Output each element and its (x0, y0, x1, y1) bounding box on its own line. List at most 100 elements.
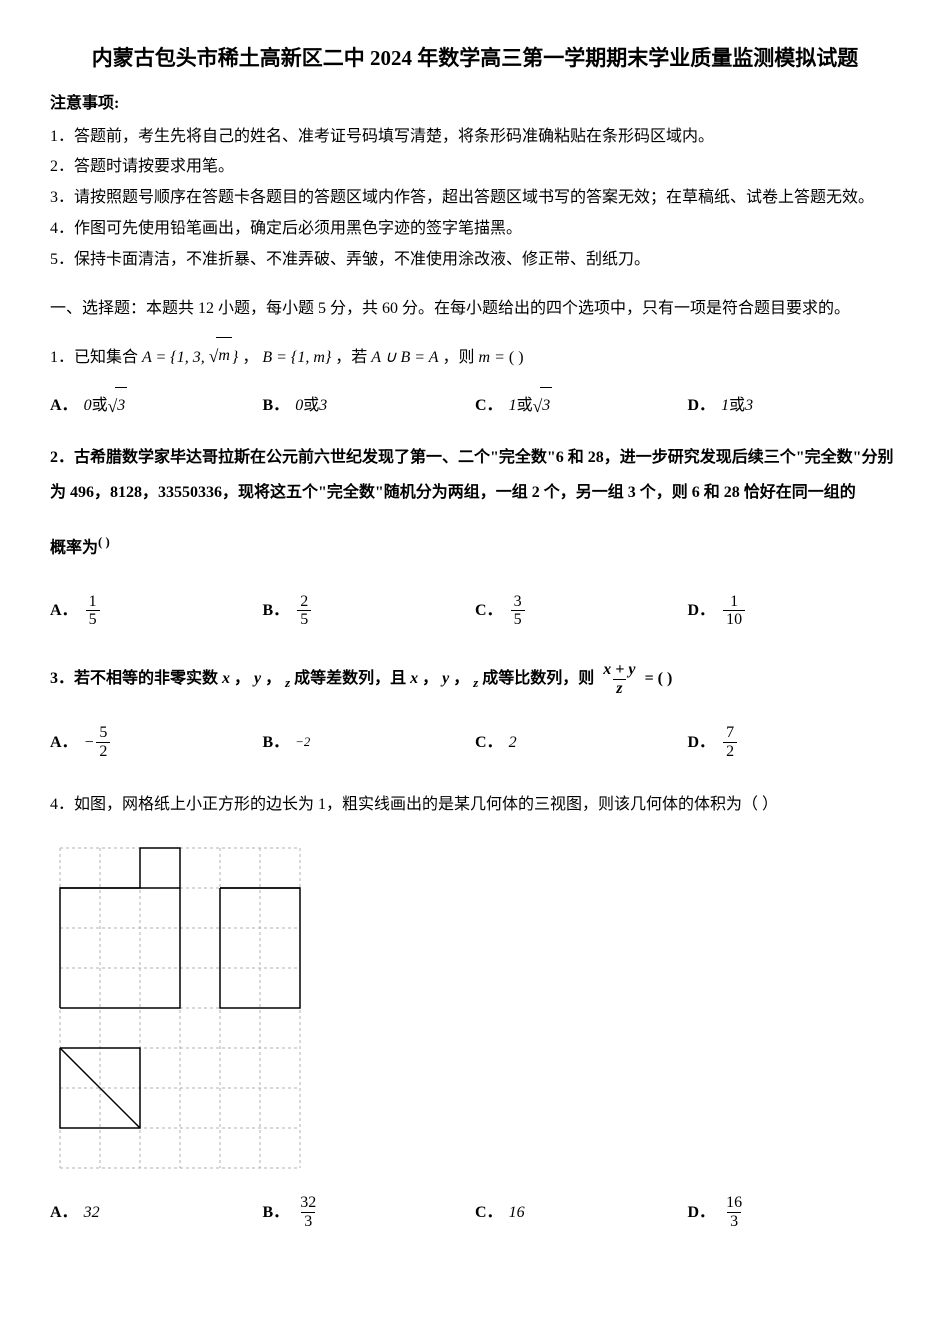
q3-c-label: C． (475, 725, 503, 760)
q1-c-or: 或 (517, 388, 533, 423)
q1-option-b: B． 0 或 3 (263, 386, 476, 426)
q4-b-label: B． (263, 1195, 290, 1230)
notice-item-5: 5．保持卡面清洁，不准折暴、不准弄破、弄皱，不准使用涂改液、修正带、刮纸刀。 (50, 246, 900, 275)
q3-mid2: 成等比数列，则 (482, 670, 598, 687)
q1-sqrt-m: m (216, 337, 232, 373)
q2-text: 2．古希腊数学家毕达哥拉斯在公元前六世纪发现了第一、二个"完全数"6 和 28，… (50, 440, 900, 510)
q4-a-label: A． (50, 1195, 78, 1230)
section-1-header: 一、选择题：本题共 12 小题，每小题 5 分，共 60 分。在每小题给出的四个… (50, 295, 900, 324)
q1-option-a: A． 0 或 √3 (50, 386, 263, 426)
q4-options: A． 32 B． 323 C． 16 D． 163 (50, 1193, 900, 1233)
q2-c-den: 5 (511, 610, 525, 629)
q3-z1: z (285, 676, 290, 690)
q3-frac-den: z (613, 679, 625, 698)
q4-option-c: C． 16 (475, 1193, 688, 1233)
q1-a-label: A． (50, 388, 78, 423)
q4-c-val: 16 (509, 1195, 525, 1230)
q1-b-v1: 0 (295, 388, 303, 423)
q4-option-d: D． 163 (688, 1193, 901, 1233)
q1-set-b: B = {1, m} (262, 349, 331, 366)
q4-d-den: 3 (727, 1212, 741, 1231)
q1-a-v2: 3 (115, 387, 127, 423)
q4-d-label: D． (688, 1195, 716, 1230)
q3-x2: x (410, 670, 418, 687)
q3-c-val: 2 (509, 725, 517, 760)
q3-z2: z (473, 676, 478, 690)
q1-sep3: ，则 (443, 349, 479, 366)
q3-s2: ， (265, 670, 281, 687)
q3-y1: y (254, 670, 261, 687)
notice-item-3: 3．请按照题号顺序在答题卡各题目的答题区域内作答，超出答题区域书写的答案无效；在… (50, 184, 900, 213)
q1-union: A ∪ B = A (371, 349, 438, 366)
q2-b-num: 2 (297, 593, 311, 611)
notice-item-2: 2．答题时请按要求用笔。 (50, 153, 900, 182)
question-3: 3．若不相等的非零实数 x ， y ， z 成等差数列，且 x ， y ， z … (50, 661, 900, 762)
question-4: 4．如图，网格纸上小正方形的边长为 1，粗实线画出的是某几何体的三视图，则该几何… (50, 787, 900, 1232)
q2-a-num: 1 (86, 593, 100, 611)
q1-m-eq: m = (479, 349, 509, 366)
q4-option-b: B． 323 (263, 1193, 476, 1233)
q3-option-d: D． 72 (688, 722, 901, 762)
q1-b-v2: 3 (319, 388, 327, 423)
q3-prefix: 3．若不相等的非零实数 (50, 670, 222, 687)
q1-sep1: ， (242, 349, 258, 366)
q2-paren: ( ) (98, 535, 110, 549)
q2-b-den: 5 (297, 610, 311, 629)
q3-options: A． − 52 B． −2 C． 2 D． 72 (50, 722, 900, 762)
q3-paren: ( ) (658, 670, 673, 687)
q2-option-d: D． 110 (688, 591, 901, 631)
q3-y2: y (442, 670, 449, 687)
q1-c-label: C． (475, 388, 503, 423)
q1-seta-right: } (232, 349, 238, 366)
q2-d-label: D． (688, 593, 716, 628)
q1-d-v2: 3 (745, 388, 753, 423)
q2-a-label: A． (50, 593, 78, 628)
q1-c-v2: 3 (540, 387, 552, 423)
q1-d-label: D． (688, 388, 716, 423)
q2-option-c: C． 35 (475, 591, 688, 631)
notice-item-1: 1．答题前，考生先将自己的姓名、准考证号码填写清楚，将条形码准确粘贴在条形码区域… (50, 123, 900, 152)
q3-option-a: A． − 52 (50, 722, 263, 762)
q3-text: 3．若不相等的非零实数 x ， y ， z 成等差数列，且 x ， y ， z … (50, 661, 900, 697)
q1-option-c: C． 1 或 √3 (475, 386, 688, 426)
q3-d-num: 7 (723, 724, 737, 742)
q1-text: 1．已知集合 A = {1, 3, √m} ， B = {1, m} ，若 A … (50, 337, 900, 376)
q4-a-val: 32 (84, 1195, 100, 1230)
q1-a-v1: 0 (84, 388, 92, 423)
q2-options: A． 15 B． 25 C． 35 D． 110 (50, 591, 900, 631)
q3-eq: = (645, 670, 658, 687)
three-view-diagram (50, 838, 310, 1178)
q4-c-label: C． (475, 1195, 503, 1230)
q4-diagram (50, 838, 900, 1178)
q1-options: A． 0 或 √3 B． 0 或 3 C． 1 或 √3 D． 1 或 3 (50, 386, 900, 426)
q1-prefix: 1．已知集合 (50, 349, 142, 366)
q3-s1: ， (234, 670, 250, 687)
q1-d-or: 或 (729, 388, 745, 423)
q3-d-label: D． (688, 725, 716, 760)
q1-b-label: B． (263, 388, 290, 423)
q2-a-den: 5 (86, 610, 100, 629)
q2-text-line2: 概率为( ) (50, 528, 900, 566)
q3-b-val: −2 (295, 728, 310, 756)
q1-option-d: D． 1 或 3 (688, 386, 901, 426)
question-1: 1．已知集合 A = {1, 3, √m} ， B = {1, m} ，若 A … (50, 337, 900, 426)
q1-sep2: ，若 (335, 349, 371, 366)
exam-title: 内蒙古包头市稀土高新区二中 2024 年数学高三第一学期期末学业质量监测模拟试题 (50, 40, 900, 78)
q3-x1: x (222, 670, 230, 687)
q2-d-den: 10 (723, 610, 745, 629)
q1-c-v1: 1 (509, 388, 517, 423)
q3-option-b: B． −2 (263, 722, 476, 762)
q3-s4: ， (453, 670, 469, 687)
q2-option-b: B． 25 (263, 591, 476, 631)
q3-a-neg: − (84, 725, 95, 760)
q4-b-den: 3 (301, 1212, 315, 1231)
q3-frac-num: x + y (600, 661, 638, 679)
notice-item-4: 4．作图可先使用铅笔画出，确定后必须用黑色字迹的签字笔描黑。 (50, 215, 900, 244)
notice-header: 注意事项: (50, 90, 900, 119)
q2-c-num: 3 (511, 593, 525, 611)
q3-d-den: 2 (723, 742, 737, 761)
q3-option-c: C． 2 (475, 722, 688, 762)
q4-option-a: A． 32 (50, 1193, 263, 1233)
q3-b-label: B． (263, 725, 290, 760)
q1-paren: ( ) (509, 349, 524, 366)
